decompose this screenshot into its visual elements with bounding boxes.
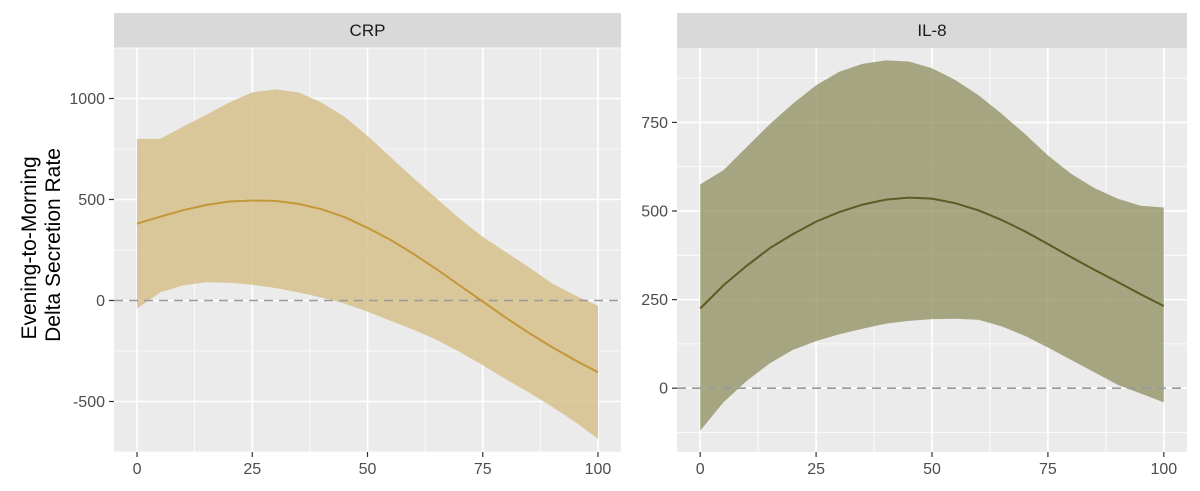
y-tick-label-il8: 500: [641, 204, 668, 221]
y-axis-title-line-1: Evening-to-Morning: [18, 156, 41, 339]
ci-band-il8: [700, 60, 1164, 431]
x-tick-label-il8: 75: [1039, 461, 1057, 478]
y-axis-title: Evening-to-Morning Delta Secretion Rate: [18, 148, 65, 342]
y-tick-label-crp: 500: [78, 192, 105, 209]
x-tick-label-il8: 50: [923, 461, 941, 478]
y-tick-label-il8: 250: [641, 292, 668, 309]
y-tick-label-crp: 1000: [69, 91, 105, 108]
fitted-line-crp: [136, 199, 599, 374]
x-tick-label-il8: 0: [696, 461, 705, 478]
x-axis-crp: 0 25 50 75 100: [133, 452, 612, 478]
panel-crp: CRP -500 0 500 1000 0 25 50 75 100: [69, 13, 621, 478]
y-axis-crp: -500 0 500 1000: [69, 91, 114, 411]
x-tick-label-crp: 0: [133, 461, 142, 478]
y-tick-label-il8: 0: [659, 381, 668, 398]
fit-line-il8: [699, 196, 1165, 310]
ci-band-crp: [137, 89, 598, 439]
y-axis-il8: 0 250 500 750: [641, 115, 677, 398]
x-tick-label-crp: 100: [585, 461, 612, 478]
x-tick-label-crp: 50: [359, 461, 377, 478]
panel-il8: IL-8 0 250 500 750 0 25 50 75 100: [641, 13, 1187, 478]
panel-title-crp: CRP: [350, 21, 386, 40]
x-tick-label-crp: 25: [243, 461, 261, 478]
x-tick-label-il8: 25: [807, 461, 825, 478]
confidence-band-crp: [137, 89, 598, 439]
confidence-band-il8: [700, 60, 1164, 431]
x-axis-il8: 0 25 50 75 100: [696, 452, 1177, 478]
panel-strip-il8: [677, 13, 1187, 48]
y-axis-title-line-2: Delta Secretion Rate: [42, 148, 65, 342]
x-tick-label-il8: 100: [1150, 461, 1177, 478]
panel-strip-crp: [114, 13, 621, 48]
x-tick-label-crp: 75: [474, 461, 492, 478]
y-tick-label-crp: -500: [73, 394, 105, 411]
panel-title-il8: IL-8: [917, 21, 946, 40]
fit-line-crp: [136, 199, 599, 374]
fitted-line-il8: [699, 196, 1165, 310]
y-tick-label-il8: 750: [641, 115, 668, 132]
y-tick-label-crp: 0: [96, 293, 105, 310]
